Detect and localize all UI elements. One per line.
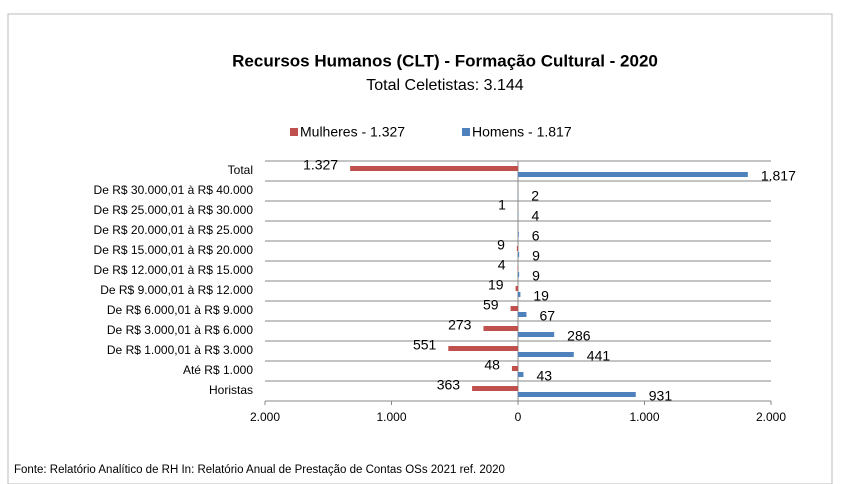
y-tick-label: De R$ 6.000,01 à R$ 9.000: [107, 303, 253, 317]
y-tick-label: Total: [228, 163, 253, 177]
data-label: 2: [531, 188, 539, 204]
y-tick-label: De R$ 12.000,01 à R$ 15.000: [94, 263, 254, 277]
bar: [511, 366, 518, 371]
bar: [518, 352, 574, 357]
bar: [518, 332, 555, 337]
bar: [448, 346, 518, 351]
data-label: 1: [498, 197, 506, 213]
data-label: 273: [448, 317, 472, 333]
legend-label: Homens - 1.817: [472, 124, 572, 140]
data-label: 4: [498, 257, 506, 273]
x-tick-label: 0: [515, 410, 522, 424]
bar: [483, 326, 518, 331]
data-label: 9: [497, 237, 505, 253]
y-tick-label: Horistas: [209, 383, 253, 397]
data-label: 1.327: [303, 157, 338, 173]
x-tick-label: 1.000: [629, 410, 659, 424]
data-label: 48: [484, 357, 500, 373]
legend-label: Mulheres - 1.327: [300, 124, 405, 140]
bar: [515, 286, 518, 291]
bar: [518, 212, 519, 217]
data-label: 286: [567, 328, 591, 344]
source-note: Fonte: Relatório Analítico de RH In: Rel…: [14, 464, 505, 476]
y-tick-label: De R$ 3.000,01 à R$ 6.000: [107, 323, 253, 337]
bar: [518, 232, 519, 237]
chart-subtitle: Total Celetistas: 3.144: [366, 77, 524, 94]
x-tick-label: 2.000: [250, 410, 280, 424]
y-tick-label: Até R$ 1.000: [183, 363, 253, 377]
data-label: 441: [587, 348, 611, 364]
data-label: 931: [649, 388, 673, 404]
data-label: 59: [483, 297, 499, 313]
bar: [518, 292, 521, 297]
chart-title: Recursos Humanos (CLT) - Formação Cultur…: [232, 51, 658, 70]
y-tick-label: De R$ 1.000,01 à R$ 3.000: [107, 343, 253, 357]
bar: [518, 392, 636, 397]
data-label: 9: [532, 268, 540, 284]
y-tick-label: De R$ 15.000,01 à R$ 20.000: [94, 243, 254, 257]
data-label: 67: [539, 308, 555, 324]
bar: [350, 166, 518, 171]
y-tick-label: De R$ 9.000,01 à R$ 12.000: [100, 283, 253, 297]
legend-swatch: [462, 128, 470, 136]
bar: [518, 372, 524, 377]
bar: [516, 246, 518, 251]
data-label: 4: [532, 208, 540, 224]
data-label: 551: [413, 337, 437, 353]
x-tick-label: 1.000: [376, 410, 406, 424]
bar: [517, 266, 518, 271]
data-label: 9: [532, 248, 540, 264]
data-label: 19: [533, 288, 549, 304]
data-label: 19: [488, 277, 504, 293]
bar: [518, 252, 520, 257]
y-tick-label: De R$ 30.000,01 à R$ 40.000: [94, 183, 254, 197]
bar: [510, 306, 518, 311]
y-tick-label: De R$ 20.000,01 à R$ 25.000: [94, 223, 254, 237]
bar: [518, 172, 748, 177]
legend-swatch: [290, 128, 298, 136]
data-label: 43: [536, 368, 552, 384]
bar: [518, 312, 527, 317]
y-tick-label: De R$ 25.000,01 à R$ 30.000: [94, 203, 254, 217]
data-label: 1.817: [761, 168, 796, 184]
bar: [472, 386, 518, 391]
data-label: 6: [532, 228, 540, 244]
chart-frame: [7, 13, 833, 484]
x-tick-label: 2.000: [756, 410, 786, 424]
data-label: 363: [437, 377, 461, 393]
bar: [518, 272, 520, 277]
